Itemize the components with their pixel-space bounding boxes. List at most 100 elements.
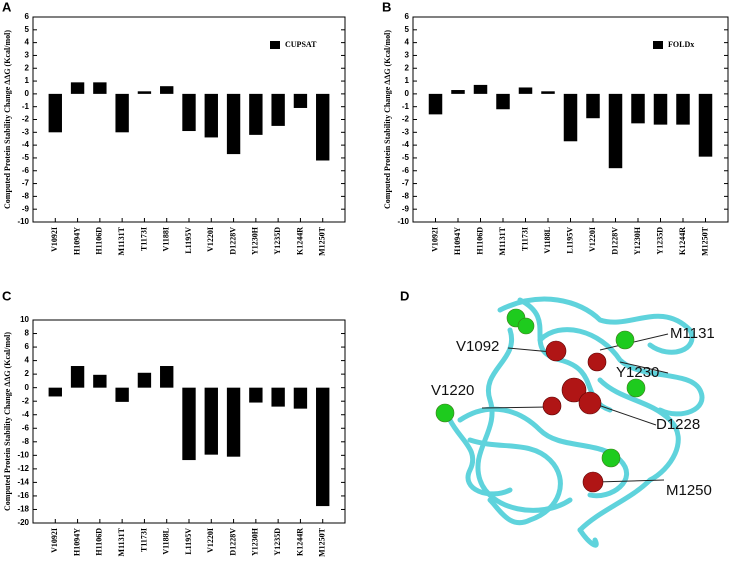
legend-swatch: [270, 41, 280, 49]
x-tick-label: H1094Y: [72, 227, 81, 255]
y-tick-label: -20: [17, 518, 29, 527]
bar: [293, 93, 308, 108]
y-tick-label: 1: [405, 76, 410, 85]
x-tick-label: K1244R: [295, 227, 304, 255]
bar: [653, 93, 668, 125]
y-tick-label: -5: [22, 153, 30, 162]
y-tick-label: 4: [25, 356, 30, 365]
x-tick-label: V1188L: [543, 227, 552, 254]
y-tick-label: -7: [402, 179, 410, 188]
bar: [676, 93, 690, 125]
y-axis-title: Computed Protein Stability Change ΔΔG (K…: [3, 332, 12, 511]
x-tick-label: K1244R: [295, 528, 304, 556]
panel-letter: A: [2, 0, 12, 14]
y-tick-label: 4: [25, 38, 30, 47]
x-tick-label: V1092I: [50, 227, 59, 252]
y-tick-label: -3: [402, 127, 410, 136]
chart-panel: C Computed Protein Stability Change ΔΔG (…: [2, 288, 346, 557]
y-tick-label: 2: [405, 63, 410, 72]
x-tick-label: Y1235D: [273, 528, 282, 556]
bar: [160, 366, 174, 388]
residue-label: D1228: [656, 416, 700, 433]
y-tick-label: 0: [25, 89, 30, 98]
y-axis-title: Computed Protein Stability Change ΔΔG (K…: [3, 30, 12, 209]
bar: [271, 93, 285, 126]
x-tick-label: M1131T: [498, 226, 507, 255]
bar: [316, 387, 330, 507]
y-tick-label: 5: [405, 25, 410, 34]
x-tick-label: Y1230H: [251, 226, 260, 255]
bar: [226, 387, 241, 457]
residue-label: V1220: [431, 382, 474, 399]
bar: [293, 387, 308, 409]
panel-letter: B: [382, 0, 391, 14]
x-tick-label: H1094Y: [72, 528, 81, 556]
panel-letter: C: [2, 288, 12, 303]
x-tick-label: H1106D: [95, 227, 104, 255]
y-tick-label: -6: [22, 423, 30, 432]
x-tick-label: Y1230H: [251, 527, 260, 556]
bar: [631, 93, 645, 124]
protein-ribbon: [447, 296, 705, 548]
x-tick-label: V1188L: [162, 528, 171, 555]
x-tick-label: H1094Y: [453, 227, 462, 255]
x-tick-label: K1244R: [678, 227, 687, 255]
y-tick-label: 2: [25, 63, 30, 72]
y-tick-label: -3: [22, 127, 30, 136]
bar: [182, 93, 196, 132]
y-tick-label: -4: [22, 140, 30, 149]
y-tick-label: 0: [405, 89, 410, 98]
red-spheres: [542, 340, 607, 493]
residue-label: Y1230: [616, 364, 659, 381]
y-tick-label: -2: [22, 396, 30, 405]
x-tick-label: L1195V: [184, 227, 193, 254]
y-tick-label: -5: [402, 153, 410, 162]
bar: [48, 387, 62, 397]
y-tick-label: -18: [17, 505, 29, 514]
x-tick-label: Y1235D: [655, 227, 664, 255]
x-tick-label: L1195V: [184, 528, 193, 555]
y-tick-label: -9: [402, 204, 410, 213]
chart-panel: B Computed Protein Stability Change ΔΔG (…: [382, 0, 729, 256]
y-tick-label: 8: [25, 329, 30, 338]
x-tick-label: H1106D: [475, 227, 484, 255]
y-tick-label: -8: [402, 191, 410, 200]
x-tick-label: V1220I: [588, 227, 597, 252]
y-tick-label: 6: [25, 12, 30, 21]
bar: [115, 387, 129, 402]
green-spheres: [435, 308, 646, 468]
y-tick-label: 3: [405, 51, 410, 60]
x-tick-label: T1173I: [139, 528, 148, 552]
y-axis-title: Computed Protein Stability Change ΔΔG (K…: [383, 30, 392, 209]
x-tick-label: M1131T: [117, 226, 126, 255]
x-tick-label: T1173I: [139, 227, 148, 251]
y-tick-label: 0: [25, 383, 30, 392]
x-tick-label: M1250T: [700, 226, 709, 256]
bar: [93, 82, 107, 94]
y-tick-label: -7: [22, 179, 30, 188]
x-tick-label: Y1235D: [273, 227, 282, 255]
residue-label: M1250: [666, 482, 712, 499]
y-tick-label: 6: [25, 342, 30, 351]
y-tick-label: -2: [22, 115, 30, 124]
legend-label: FOLDx: [668, 40, 694, 49]
bar: [586, 93, 600, 119]
x-tick-label: L1195V: [565, 227, 574, 254]
bar: [563, 93, 578, 142]
x-tick-label: M1131T: [117, 527, 126, 556]
y-tick-label: -6: [22, 166, 30, 175]
y-tick-label: -10: [17, 217, 29, 226]
bar: [271, 387, 285, 407]
y-tick-label: -1: [402, 102, 410, 111]
x-tick-label: T1173I: [520, 227, 529, 251]
bar: [204, 93, 218, 138]
leader-lines: [481, 333, 669, 483]
x-tick-label: M1250T: [318, 527, 327, 557]
bar: [115, 93, 129, 133]
y-tick-label: 5: [25, 25, 30, 34]
x-tick-label: V1220I: [206, 227, 215, 252]
bar: [48, 93, 62, 133]
y-tick-label: 6: [405, 12, 410, 21]
bar: [518, 87, 533, 94]
x-tick-label: V1220I: [206, 528, 215, 553]
